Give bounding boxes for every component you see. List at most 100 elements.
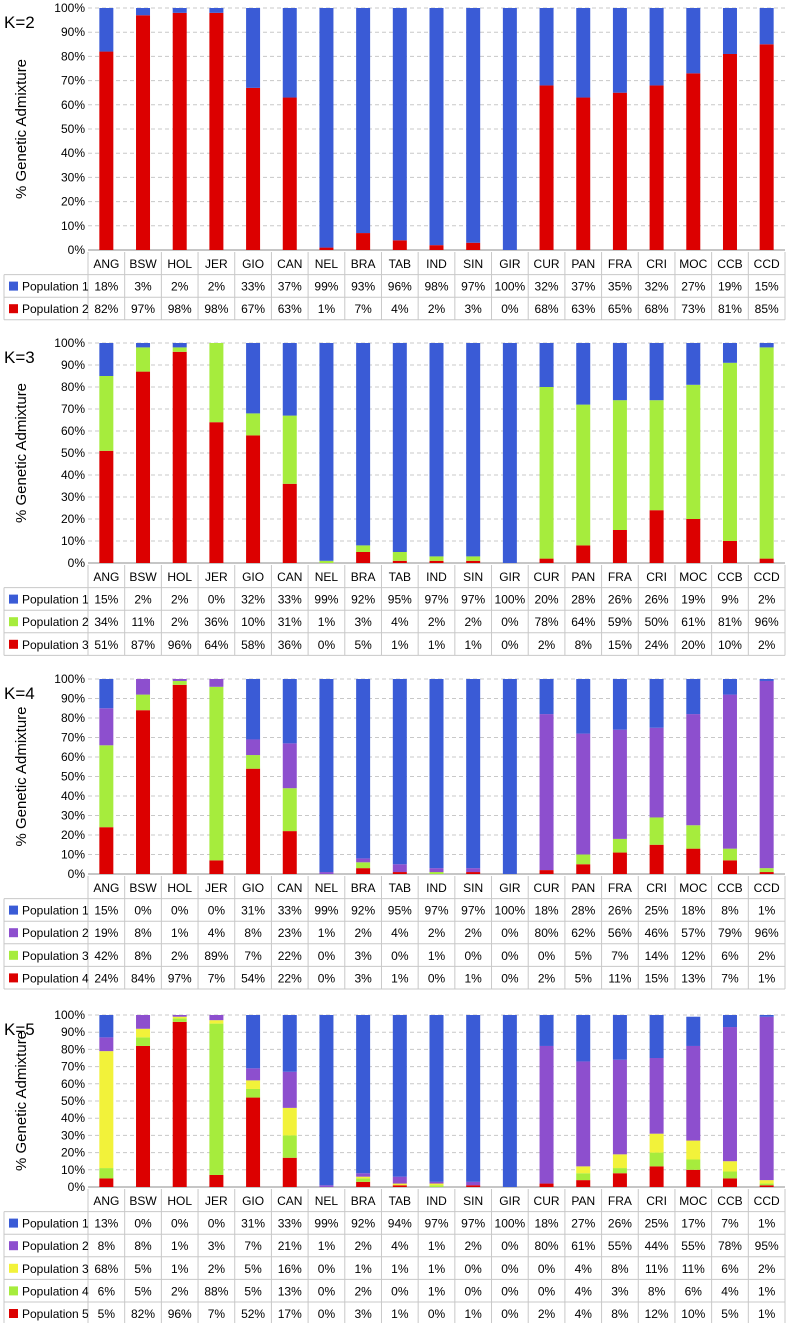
table-cell-value: 4%	[391, 615, 409, 629]
x-tick-label: BSW	[129, 1194, 157, 1208]
table-cell-value: 68%	[645, 302, 669, 316]
table-cell-value: 33%	[278, 904, 302, 918]
table-cell-value: 88%	[204, 1284, 228, 1298]
x-tick-label: GIR	[499, 881, 521, 895]
table-cell-value: 4%	[208, 926, 226, 940]
bar-segment-hol-pop3	[172, 1016, 187, 1019]
x-tick-label: BSW	[129, 881, 157, 895]
table-cell-value: 8%	[244, 926, 262, 940]
bar-segment-jer-pop2	[209, 343, 224, 423]
x-tick-label: GIO	[242, 1194, 264, 1208]
bar-segment-moc-pop1	[686, 679, 701, 715]
table-cell-value: 0%	[465, 1284, 483, 1298]
table-cell-value: 8%	[648, 1284, 666, 1298]
bar-segment-ang-pop3	[99, 1051, 114, 1169]
bar-segment-ang-pop2	[99, 708, 114, 746]
legend-label: Population 1	[22, 904, 89, 918]
bar-segment-cri-pop4	[649, 1152, 664, 1167]
legend-label: Population 4	[22, 1284, 89, 1298]
table-cell-value: 0%	[501, 1284, 519, 1298]
bar-segment-pan-pop3	[576, 1166, 591, 1174]
table-cell-value: 27%	[681, 280, 705, 294]
table-cell-value: 0%	[501, 302, 519, 316]
table-cell-value: 0%	[318, 1307, 336, 1321]
table-cell-value: 4%	[391, 302, 409, 316]
table-cell-value: 6%	[721, 949, 739, 963]
y-tick-label: 80%	[61, 711, 85, 725]
bar-segment-cri-pop4	[649, 844, 664, 874]
x-tick-label: CRI	[646, 257, 667, 271]
x-tick-label: CAN	[277, 881, 302, 895]
bar-segment-cur-pop2	[539, 1045, 554, 1184]
y-tick-label: 90%	[61, 25, 85, 39]
bar-segment-bra-pop1	[356, 8, 371, 234]
x-tick-label: ANG	[93, 570, 119, 584]
bar-segment-cur-pop1	[539, 1015, 554, 1046]
legend-label: Population 1	[22, 593, 89, 607]
table-cell-value: 2%	[354, 1284, 372, 1298]
table-cell-value: 3%	[134, 280, 152, 294]
table-cell-value: 97%	[461, 593, 485, 607]
y-tick-label: 60%	[61, 750, 85, 764]
table-cell-value: 97%	[168, 971, 192, 985]
bar-segment-cur-pop5	[539, 1183, 554, 1187]
table-cell-value: 9%	[721, 593, 739, 607]
bar-segment-tab-pop2	[392, 552, 407, 561]
bar-segment-ang-pop2	[99, 376, 114, 451]
table-cell-value: 34%	[94, 615, 118, 629]
table-cell-value: 0%	[171, 1217, 189, 1231]
y-tick-label: 20%	[61, 828, 85, 842]
data-table: ANG BSW HOL JER GIO CAN NEL BRA TAB IND SIN GIR CUR P…	[3, 565, 786, 656]
table-cell-value: 6%	[685, 1284, 703, 1298]
table-row: Population 2 8% 8% 1% 3% 7% 21% 1% 2% 4% 1% 2% 0% 80%…	[9, 1239, 779, 1253]
table-cell-value: 0%	[318, 949, 336, 963]
data-table: ANG BSW HOL JER GIO CAN NEL BRA TAB IND SIN GIR CUR P…	[3, 252, 786, 321]
x-tick-label: MOC	[679, 257, 707, 271]
bar-segment-can-pop3	[282, 483, 297, 563]
x-tick-label: NEL	[315, 570, 339, 584]
x-tick-label: FRA	[608, 1194, 632, 1208]
table-cell-value: 64%	[204, 638, 228, 652]
table-cell-value: 97%	[424, 1217, 448, 1231]
bar-segment-ccb-pop3	[722, 1161, 737, 1172]
table-cell-value: 4%	[391, 926, 409, 940]
bar-segment-can-pop4	[282, 831, 297, 874]
bar-segment-cri-pop2	[649, 85, 664, 250]
table-cell-value: 0%	[318, 971, 336, 985]
table-cell-value: 92%	[351, 1217, 375, 1231]
table-cell-value: 97%	[461, 280, 485, 294]
bar-segment-gir-pop1	[502, 1015, 517, 1187]
bar-segment-ccb-pop2	[722, 362, 737, 541]
table-row: Population 2 19% 8% 1% 4% 8% 23% 1% 2% 4% 2% 2% 0% 80…	[9, 926, 779, 940]
bar-segment-gio-pop1	[246, 8, 261, 88]
table-cell-value: 2%	[428, 926, 446, 940]
table-cell-value: 31%	[278, 615, 302, 629]
bar-segment-jer-pop3	[209, 686, 224, 861]
table-cell-value: 98%	[424, 280, 448, 294]
bar-segment-ccb-pop2	[722, 53, 737, 251]
bar-segment-can-pop2	[282, 1071, 297, 1108]
table-cell-value: 26%	[645, 593, 669, 607]
table-cell-value: 0%	[134, 1217, 152, 1231]
table-cell-value: 2%	[758, 949, 776, 963]
table-cell-value: 99%	[314, 280, 338, 294]
bar-segment-fra-pop1	[612, 1015, 627, 1060]
bar-segment-cur-pop1	[539, 679, 554, 715]
table-cell-value: 1%	[318, 615, 336, 629]
x-tick-label: NEL	[315, 881, 339, 895]
bar-segment-ang-pop1	[99, 8, 114, 52]
table-row: Population 4 6% 5% 2% 88% 5% 13% 0% 2% 0% 1% 0% 0% 0%…	[9, 1284, 776, 1298]
bar-segment-pan-pop2	[576, 733, 591, 855]
table-cell-value: 15%	[608, 638, 632, 652]
bar-segment-gio-pop1	[246, 679, 261, 740]
table-cell-value: 5%	[98, 1307, 116, 1321]
legend-label: Population 2	[22, 302, 89, 316]
bar-segment-tab-pop1	[392, 1015, 407, 1177]
table-cell-value: 62%	[571, 926, 595, 940]
bar-segment-pan-pop1	[576, 343, 591, 405]
table-cell-value: 97%	[424, 593, 448, 607]
table-cell-value: 0%	[501, 949, 519, 963]
x-tick-label: TAB	[389, 570, 411, 584]
bar-segment-hol-pop4	[172, 684, 187, 874]
